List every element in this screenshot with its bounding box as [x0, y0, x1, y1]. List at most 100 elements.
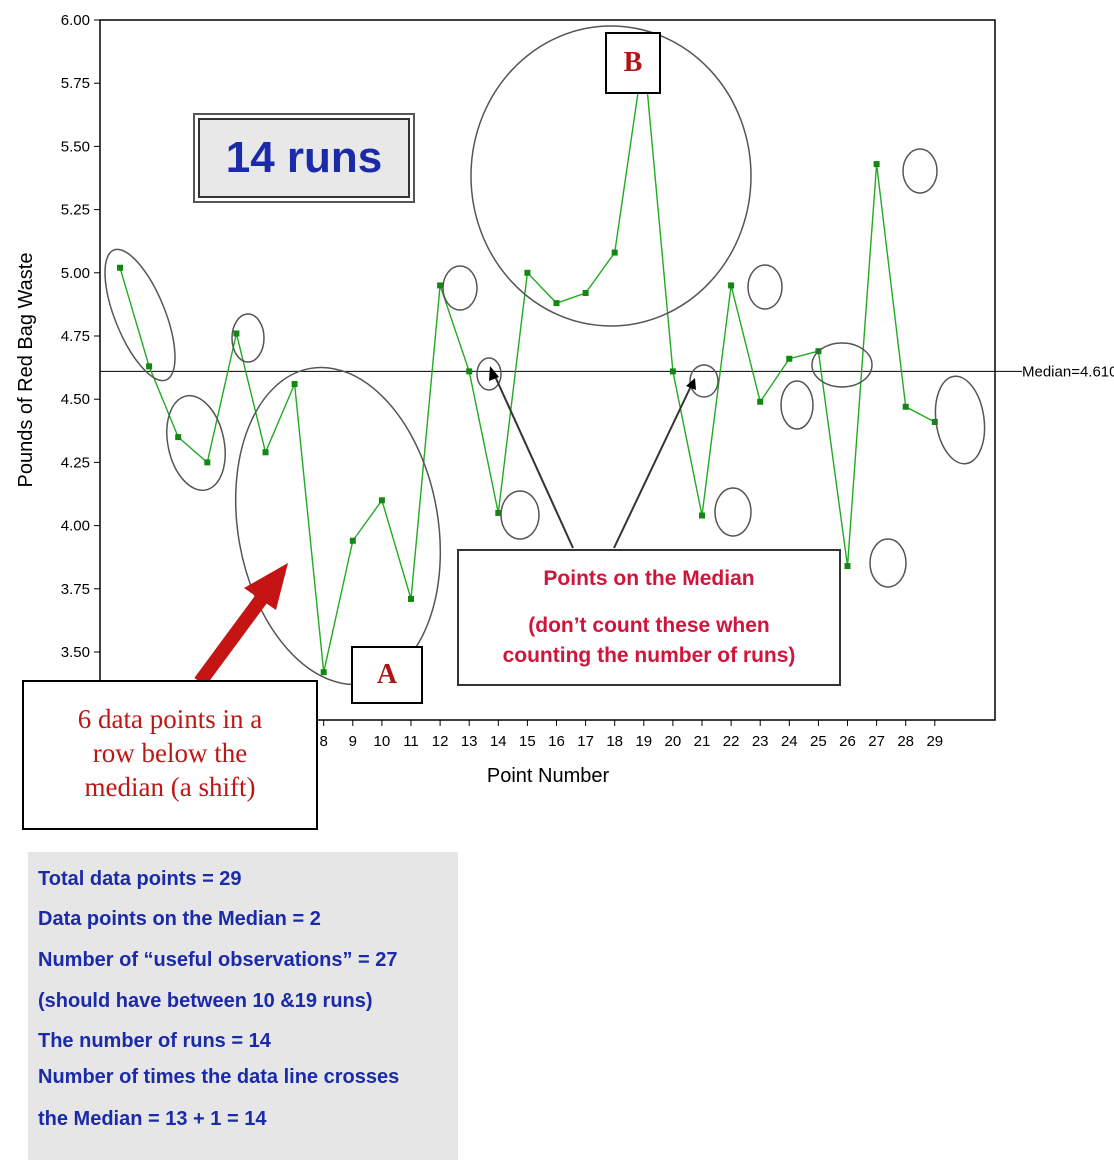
run-ellipse [902, 148, 938, 194]
run-ellipse [234, 366, 442, 686]
data-point [233, 330, 240, 337]
shift-note: 6 data points in a row below the median … [22, 680, 318, 830]
x-tick-label: 26 [839, 733, 856, 750]
x-tick-label: 29 [926, 733, 943, 750]
x-tick-label: 12 [432, 733, 449, 750]
median-label: Median=4.610 [1022, 363, 1114, 380]
data-point [437, 282, 444, 289]
x-tick-label: 18 [606, 733, 623, 750]
run-ellipse [869, 538, 907, 588]
x-tick-label: 20 [665, 733, 682, 750]
data-point [931, 418, 938, 425]
data-point [146, 363, 153, 370]
y-tick-label: 3.75 [61, 581, 90, 598]
data-point [844, 563, 851, 570]
y-tick-label: 4.75 [61, 328, 90, 345]
y-tick-label: 5.75 [61, 75, 90, 92]
data-point [117, 264, 123, 271]
shift-note-line3: median (a shift) [84, 772, 256, 802]
x-tick-label: 27 [868, 733, 885, 750]
y-tick-label: 4.25 [61, 454, 90, 471]
median-note-line2: counting the number of runs) [502, 644, 796, 667]
data-point [291, 381, 298, 388]
run-ellipse [442, 265, 478, 311]
data-point [553, 300, 560, 307]
x-axis: 8 9 10 11 12 13 14 15 16 17 18 19 20 21 22 23 24 25 26 27 28… [320, 720, 943, 750]
shift-arrow [194, 593, 268, 687]
x-tick-label: 14 [490, 733, 507, 750]
data-point [902, 403, 909, 410]
data-point [669, 368, 676, 375]
data-point [408, 595, 414, 602]
data-point [378, 497, 385, 504]
y-axis-label: Pounds of Red Bag Waste [15, 253, 37, 488]
data-point [786, 355, 793, 362]
x-tick-label: 10 [374, 733, 391, 750]
y-tick-label: 5.00 [61, 265, 90, 282]
data-point [524, 269, 531, 276]
run-ellipse [500, 490, 540, 540]
summary-line-1: Total data points = 29 [38, 868, 242, 890]
x-tick-label: 23 [752, 733, 769, 750]
data-point [611, 249, 618, 256]
median-arrow-2-head [686, 378, 696, 390]
median-arrow-1-head [489, 366, 499, 381]
y-tick-label: 4.50 [61, 391, 90, 408]
x-tick-label: 16 [548, 733, 565, 750]
y-tick-label: 5.50 [61, 138, 90, 155]
y-tick-label: 3.50 [61, 644, 90, 661]
summary-line-3: Number of “useful observations” = 27 [38, 949, 398, 971]
summary-panel: Total data points = 29 Data points on th… [28, 852, 458, 1160]
data-point [262, 449, 269, 456]
summary-line-7: the Median = 13 + 1 = 14 [38, 1108, 267, 1130]
runs-count-box: 14 runs [198, 118, 410, 198]
data-point [495, 509, 502, 516]
data-point [466, 368, 473, 375]
median-points-note: Points on the Median (don’t count these … [457, 549, 841, 686]
run-ellipse [470, 25, 752, 327]
shift-arrow-head [244, 563, 288, 610]
x-axis-label: Point Number [487, 765, 610, 787]
data-point [757, 398, 764, 405]
region-a-box: A [351, 646, 423, 704]
shift-note-line1: 6 data points in a [77, 704, 263, 734]
summary-line-5: The number of runs = 14 [38, 1030, 271, 1052]
summary-line-4: (should have between 10 &19 runs) [38, 990, 373, 1012]
runs-count-label: 14 runs [225, 133, 383, 182]
shift-note-line2: row below the [92, 738, 248, 768]
run-ellipse [476, 357, 502, 391]
median-arrow-1 [493, 373, 574, 549]
x-tick-label: 9 [349, 733, 357, 750]
x-tick-label: 22 [723, 733, 740, 750]
x-tick-label: 13 [461, 733, 478, 750]
data-point [873, 161, 880, 168]
run-ellipse [747, 264, 783, 310]
annotation-arrows [194, 366, 696, 687]
run-ellipse [934, 375, 986, 465]
data-point [582, 290, 589, 297]
data-point [175, 434, 182, 441]
run-ellipse [714, 487, 752, 537]
y-tick-label: 4.00 [61, 518, 90, 535]
data-point [699, 512, 705, 519]
x-tick-label: 25 [810, 733, 827, 750]
run-ellipse [780, 380, 814, 430]
run-ellipse [811, 342, 873, 388]
region-a-label: A [376, 659, 398, 690]
summary-line-6: Number of times the data line crosses [38, 1066, 400, 1088]
x-tick-label: 19 [635, 733, 652, 750]
median-note-line1: (don’t count these when [528, 614, 770, 637]
data-point [204, 459, 211, 466]
x-tick-label: 21 [694, 733, 711, 750]
run-ellipse [166, 394, 226, 492]
data-point [349, 537, 356, 544]
median-arrow-2 [613, 385, 692, 549]
plot-area-frame [99, 19, 996, 721]
x-tick-label: 28 [897, 733, 914, 750]
y-tick-label: 5.25 [61, 202, 90, 219]
x-tick-label: 17 [577, 733, 594, 750]
run-ellipse [231, 313, 265, 363]
y-axis: 3.50 3.75 4.00 4.25 4.50 4.75 5.00 5.25 5.50 5.75… [61, 12, 100, 661]
region-b-label: B [623, 47, 643, 78]
